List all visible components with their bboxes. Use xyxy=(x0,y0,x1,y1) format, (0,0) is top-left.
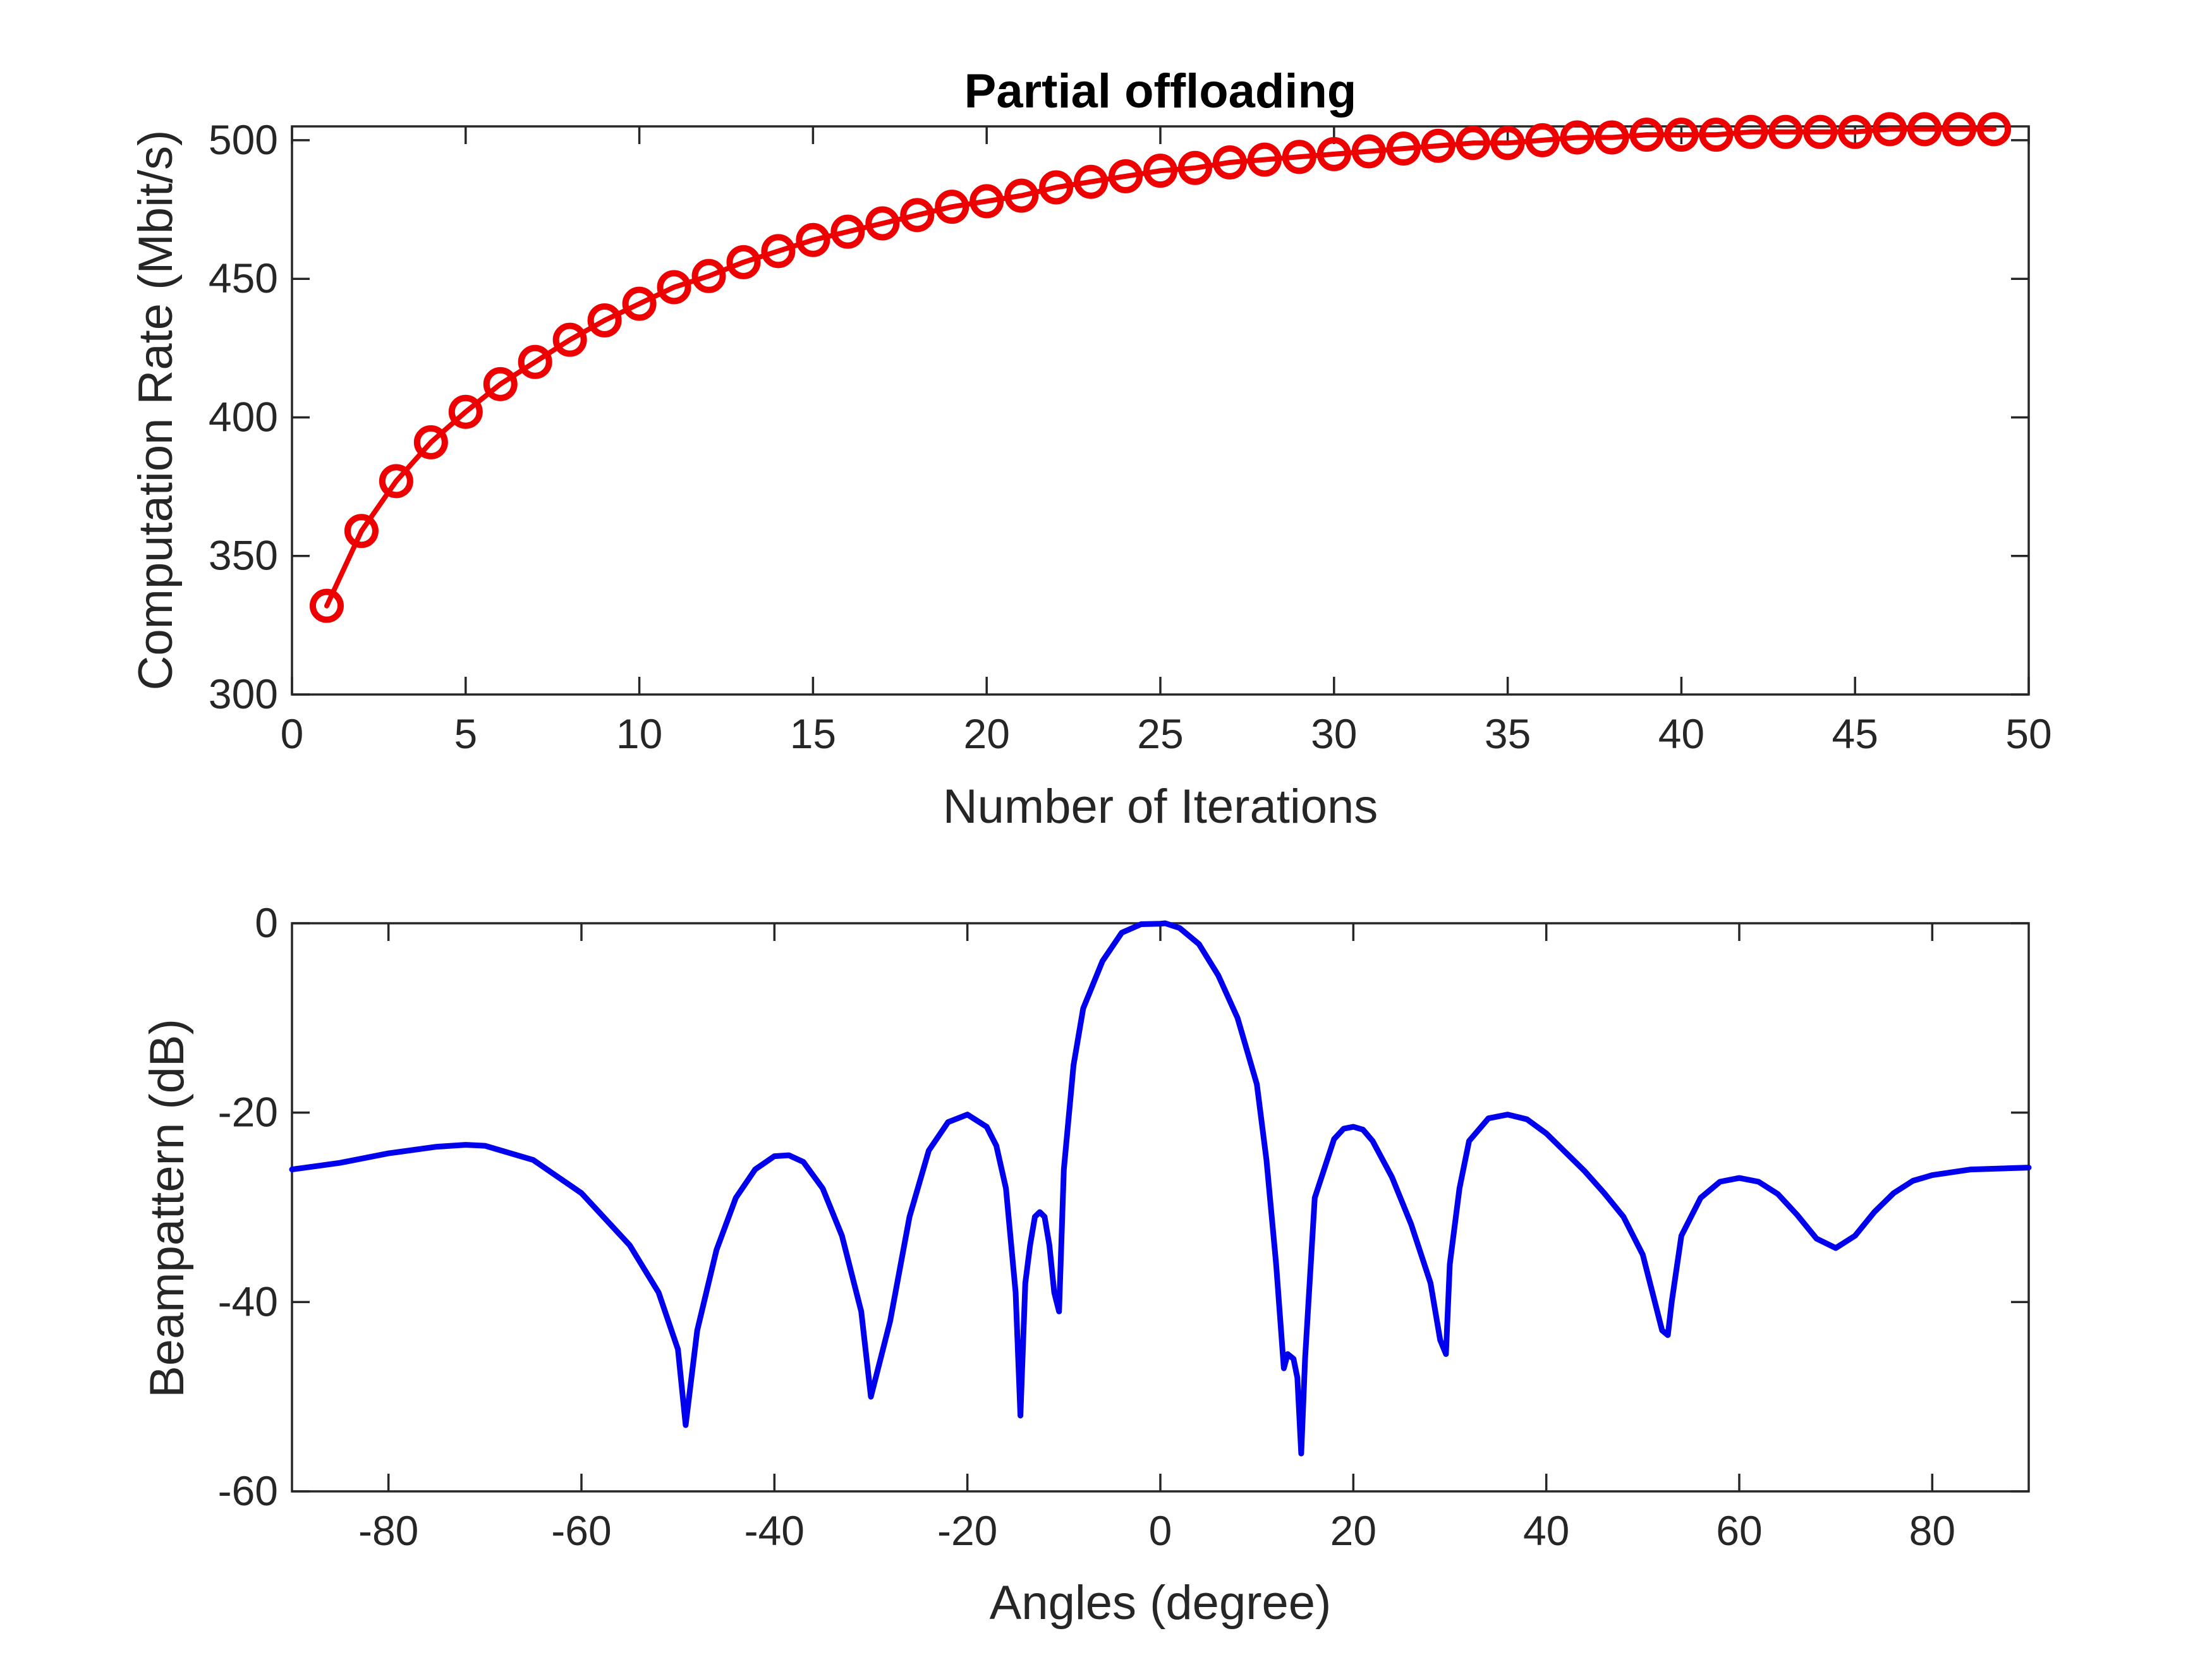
series-line xyxy=(324,126,1996,609)
data-point xyxy=(483,367,518,401)
computation-rate-axes: Partial offloading Number of Iterations … xyxy=(129,64,2052,834)
series-line xyxy=(289,920,2032,1457)
data-point xyxy=(1212,145,1247,180)
x-tick-label: 80 xyxy=(1909,1507,1955,1554)
data-point xyxy=(691,258,726,293)
data-point xyxy=(1490,126,1525,161)
data-point xyxy=(1768,114,1803,149)
y-tick-label: -60 xyxy=(218,1467,278,1514)
data-point xyxy=(448,394,483,429)
y-tick-label: -40 xyxy=(218,1278,278,1325)
y-tick-label: 500 xyxy=(209,116,278,163)
x-tick-label: 15 xyxy=(790,710,836,757)
x-tick-label: 0 xyxy=(1149,1507,1172,1554)
y-tick-label: 350 xyxy=(209,532,278,579)
data-point xyxy=(1560,120,1595,155)
data-point xyxy=(1074,164,1109,199)
y-tick-label: -20 xyxy=(218,1089,278,1136)
x-tick-label: 20 xyxy=(963,710,1009,757)
data-point xyxy=(1282,140,1316,174)
x-tick-label: 0 xyxy=(281,710,304,757)
data-point xyxy=(900,198,935,233)
x-tick-label: 40 xyxy=(1523,1507,1569,1554)
x-tick-label: 60 xyxy=(1716,1507,1762,1554)
data-point xyxy=(1595,120,1629,155)
y-tick-label: 400 xyxy=(209,393,278,440)
x-tick-label: -40 xyxy=(744,1507,805,1554)
data-point xyxy=(830,214,865,249)
computation-rate-series xyxy=(309,112,2012,623)
computation-rate-ticks: 0 5 10 15 20 25 30 35 40 45 50 300 350 400 450 500 xyxy=(209,116,2052,757)
data-point xyxy=(1803,114,1838,149)
x-tick-label: 20 xyxy=(1330,1507,1376,1554)
x-tick-label: 10 xyxy=(616,710,662,757)
data-point xyxy=(1247,142,1282,177)
data-point xyxy=(1699,118,1734,152)
y-tick-label: 300 xyxy=(209,670,278,717)
data-point xyxy=(1039,170,1074,205)
x-tick-label: 40 xyxy=(1658,710,1705,757)
x-tick-label: 5 xyxy=(454,710,477,757)
data-point xyxy=(1455,126,1490,161)
data-point xyxy=(1143,154,1177,188)
beampattern-axes: Angles (degree) Beampattern (dB) -80 -60-… xyxy=(140,899,2032,1630)
data-point xyxy=(1386,131,1421,166)
x-tick-label: -20 xyxy=(937,1507,997,1554)
data-point xyxy=(726,245,761,279)
data-point xyxy=(518,344,552,379)
x-axis-label: Angles (degree) xyxy=(990,1576,1332,1630)
data-point xyxy=(587,303,622,337)
x-tick-label: 25 xyxy=(1137,710,1183,757)
data-point xyxy=(309,588,344,623)
data-point xyxy=(1942,112,1977,147)
beampattern-axes-frame xyxy=(291,922,2030,1493)
x-tick-label: 45 xyxy=(1832,710,1878,757)
data-point xyxy=(1838,114,1873,149)
y-tick-label: 0 xyxy=(255,899,278,946)
data-point xyxy=(1351,134,1386,169)
data-point xyxy=(1421,128,1455,163)
data-point xyxy=(413,425,448,459)
data-point xyxy=(379,464,413,499)
x-tick-label: -60 xyxy=(551,1507,611,1554)
beampattern-ticks: -80 -60 -40 -20 0 20 40 60 80 0 -20 -40 -60 xyxy=(218,899,2029,1554)
data-point xyxy=(622,286,657,321)
data-point xyxy=(1316,136,1351,171)
beampattern-series xyxy=(289,920,2032,1457)
y-tick-label: 450 xyxy=(209,255,278,301)
data-point xyxy=(935,190,969,224)
y-axis-label: Computation Rate (Mbit/s) xyxy=(129,130,183,691)
chart-title: Partial offloading xyxy=(964,64,1357,118)
x-tick-label: -80 xyxy=(358,1507,418,1554)
data-point xyxy=(969,184,1004,219)
x-axis-label: Number of Iterations xyxy=(943,780,1378,834)
data-point xyxy=(552,322,587,357)
y-axis-label: Beampattern (dB) xyxy=(140,1019,194,1398)
x-tick-label: 30 xyxy=(1311,710,1357,757)
data-point xyxy=(1977,112,2012,147)
data-point xyxy=(1004,178,1039,213)
data-point xyxy=(761,234,796,269)
data-point xyxy=(1907,112,1942,147)
data-point xyxy=(865,206,900,241)
data-point xyxy=(344,514,379,549)
data-point xyxy=(796,222,830,257)
x-tick-label: 50 xyxy=(2005,710,2051,757)
data-point xyxy=(1873,112,1907,147)
data-point xyxy=(1734,114,1768,149)
data-point xyxy=(1177,150,1212,185)
data-point xyxy=(657,270,691,305)
data-point xyxy=(1664,118,1699,152)
data-point xyxy=(1109,159,1143,193)
x-tick-label: 35 xyxy=(1485,710,1531,757)
computation-rate-axes-frame xyxy=(291,125,2030,696)
data-point xyxy=(1629,118,1664,152)
data-point xyxy=(1525,123,1560,157)
